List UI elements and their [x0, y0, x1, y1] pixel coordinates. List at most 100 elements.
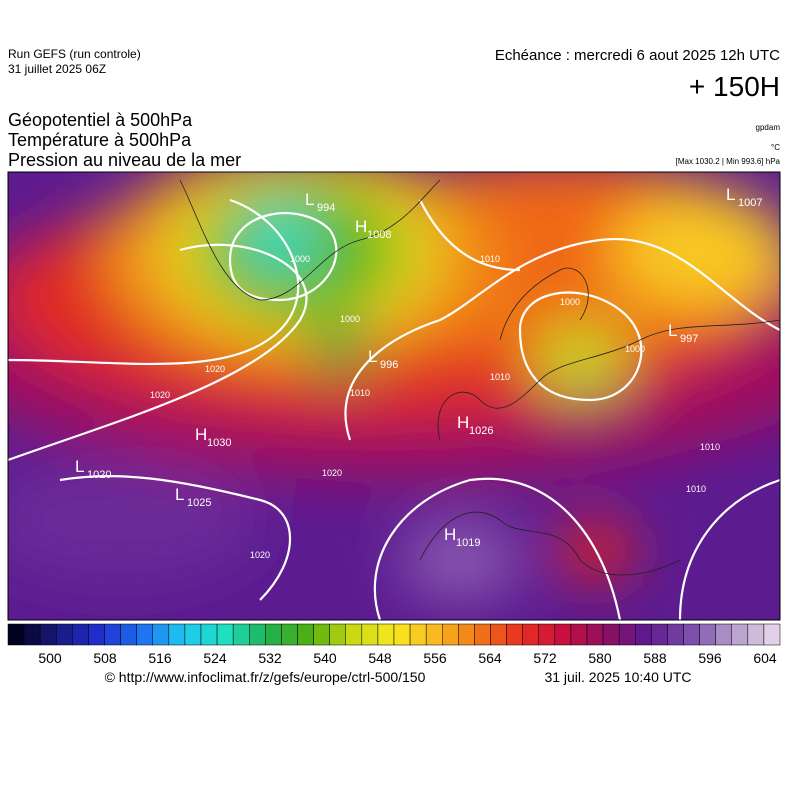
run-date: 31 juillet 2025 06Z	[8, 62, 106, 76]
colorbar-swatch	[393, 623, 411, 646]
colorbar: 500 508 516 524 532 540 548 556 564 572 580 588 596 6…	[7, 623, 781, 666]
colorbar-swatch	[635, 623, 652, 646]
colorbar-tick: 516	[148, 650, 172, 666]
colorbar-swatch	[72, 623, 89, 646]
colorbar-swatch	[683, 623, 700, 646]
colorbar-tick: 596	[698, 650, 722, 666]
center-value: 1025	[187, 497, 211, 509]
colorbar-swatch	[377, 623, 395, 646]
isobar-label: 1000	[625, 344, 645, 354]
map-frame	[7, 171, 781, 621]
colorbar-swatch	[329, 623, 346, 646]
colorbar-swatch	[458, 623, 475, 646]
colorbar-swatch	[538, 623, 556, 646]
colorbar-swatch	[490, 623, 507, 646]
colorbar-swatch	[120, 623, 137, 646]
colorbar-swatch	[313, 623, 330, 646]
isobar-label: 1010	[686, 484, 706, 494]
unit: gpdam	[756, 123, 781, 132]
isobar-label: 1020	[150, 390, 170, 400]
colorbar-swatch	[297, 623, 314, 646]
colorbar-tick: 572	[533, 650, 557, 666]
valid-time: Echéance : mercredi 6 aout 2025 12h UTC	[495, 47, 780, 64]
center-value: 1007	[738, 197, 762, 209]
center-value: 1030	[207, 437, 231, 449]
field: Pression au niveau de la mer	[8, 150, 241, 170]
center-value: 996	[380, 359, 398, 371]
center-value: 1019	[456, 537, 480, 549]
center-symbol: L	[75, 457, 84, 476]
colorbar-swatch	[554, 623, 572, 646]
colorbar-swatch	[425, 623, 443, 646]
center-value: 1008	[367, 229, 391, 241]
colorbar-swatch	[667, 623, 684, 646]
isobar-label: 1010	[700, 442, 720, 452]
colorbar-tick: 500	[38, 650, 62, 666]
coastlines	[179, 179, 780, 576]
colorbar-swatch	[345, 623, 363, 646]
center-symbol: L	[305, 190, 314, 209]
colorbar-swatch	[442, 623, 459, 646]
colorbar-swatch	[216, 623, 234, 646]
colorbar-swatch	[361, 623, 379, 646]
colorbar-swatch	[23, 623, 41, 646]
center-symbol: H	[444, 525, 456, 544]
colorbar-tick: 556	[423, 650, 447, 666]
field: Température à 500hPa	[8, 130, 192, 150]
colorbar-swatch	[232, 623, 250, 646]
colorbar-tick: 588	[643, 650, 667, 666]
unit: °C	[771, 143, 780, 152]
center-symbol: L	[368, 347, 377, 366]
source-url: © http://www.infoclimat.fr/z/gefs/europe…	[105, 669, 426, 685]
colorbar-swatch	[699, 623, 716, 646]
center-symbol: L	[175, 485, 184, 504]
colorbar-swatch	[200, 623, 218, 646]
center-symbol: L	[726, 185, 735, 204]
colorbar-swatch	[249, 623, 266, 646]
temperature-field	[8, 172, 780, 600]
colorbar-swatch	[168, 623, 186, 646]
isobar-label: 1000	[290, 254, 310, 264]
colorbar-swatch	[715, 623, 733, 646]
colorbar-swatch	[56, 623, 73, 646]
colorbar-swatch	[651, 623, 668, 646]
colorbar-swatch	[586, 623, 604, 646]
center-value: 1026	[469, 425, 493, 437]
colorbar-swatch	[522, 623, 540, 646]
colorbar-swatch	[281, 623, 298, 646]
colorbar-tick: 564	[478, 650, 502, 666]
colorbar-tick: 532	[258, 650, 282, 666]
timestamp: 31 juil. 2025 10:40 UTC	[544, 669, 691, 685]
colorbar-tick: 580	[588, 650, 612, 666]
colorbar-swatch	[474, 623, 491, 646]
isobar-label: 1010	[350, 388, 370, 398]
colorbar-tick: 540	[313, 650, 337, 666]
colorbar-swatch	[152, 623, 170, 646]
colorbar-tick: 524	[203, 650, 227, 666]
isobar-label: 1000	[560, 297, 580, 307]
colorbar-swatch	[104, 623, 121, 646]
colorbar-tick: 548	[368, 650, 392, 666]
colorbar-swatch	[184, 623, 202, 646]
isobar-labels: 1020 1010 1000 1000 1020 1020 1010 1000 1010 1010…	[150, 254, 720, 560]
center-value: 997	[680, 333, 698, 345]
center-symbol: H	[355, 217, 367, 236]
colorbar-swatch	[570, 623, 588, 646]
isobar-label: 1020	[250, 550, 270, 560]
colorbar-swatch	[39, 623, 57, 646]
center-symbol: H	[457, 413, 469, 432]
colorbar-swatch	[763, 623, 781, 646]
run: Run GEFS (run controle)	[8, 47, 141, 61]
isobar-label: 1000	[340, 314, 360, 324]
center-symbol: L	[668, 321, 677, 340]
isobar-label: 1020	[205, 364, 225, 374]
center-value: 1020	[87, 469, 111, 481]
isobar-label: 1010	[480, 254, 500, 264]
colorbar-swatch	[602, 623, 620, 646]
isobar-label: 1020	[322, 468, 342, 478]
field: Géopotentiel à 500hPa	[8, 110, 193, 130]
